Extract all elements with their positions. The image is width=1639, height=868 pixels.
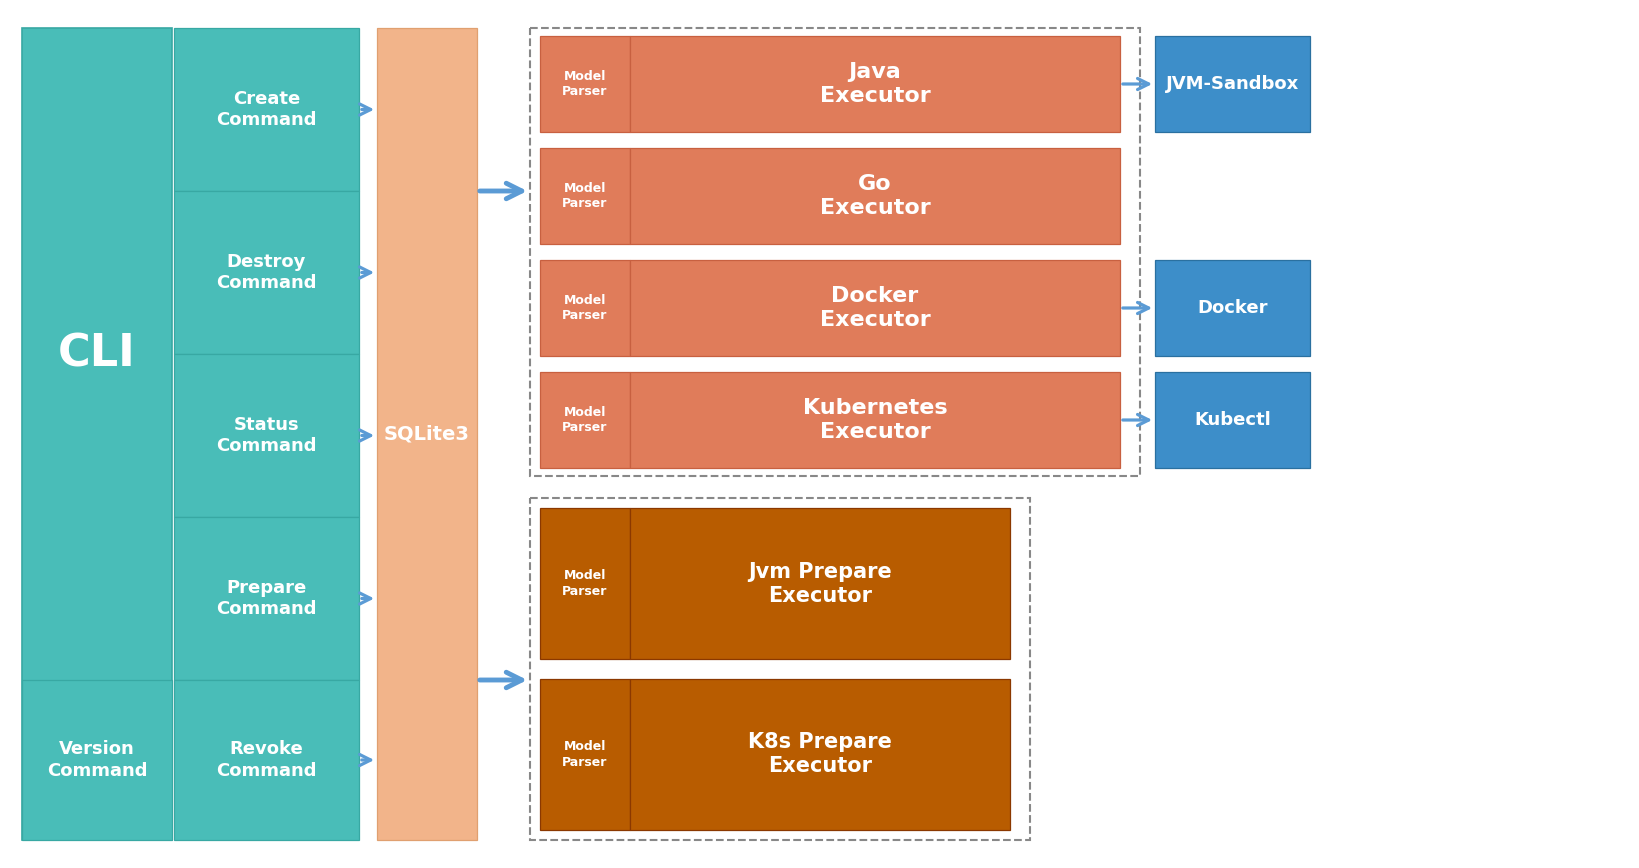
- Text: Model
Parser: Model Parser: [562, 740, 608, 769]
- Bar: [21, 680, 172, 840]
- Text: Jvm Prepare
Executor: Jvm Prepare Executor: [747, 562, 892, 606]
- Text: Prepare
Command: Prepare Command: [216, 579, 316, 618]
- Bar: [539, 148, 629, 244]
- Bar: [529, 498, 1029, 840]
- Text: Go
Executor: Go Executor: [820, 174, 929, 218]
- Bar: [1154, 372, 1310, 468]
- Bar: [539, 36, 629, 132]
- Text: Kubernetes
Executor: Kubernetes Executor: [801, 398, 947, 442]
- Text: JVM-Sandbox: JVM-Sandbox: [1165, 75, 1298, 93]
- Text: Model
Parser: Model Parser: [562, 405, 608, 434]
- Text: Model
Parser: Model Parser: [562, 69, 608, 98]
- Bar: [174, 28, 359, 191]
- Bar: [539, 679, 629, 830]
- Bar: [629, 508, 1010, 659]
- Bar: [539, 260, 629, 356]
- Bar: [1154, 260, 1310, 356]
- Text: Docker: Docker: [1196, 299, 1267, 317]
- Bar: [629, 679, 1010, 830]
- Text: Status
Command: Status Command: [216, 416, 316, 455]
- Bar: [174, 354, 359, 517]
- Text: Model
Parser: Model Parser: [562, 181, 608, 210]
- Bar: [539, 372, 629, 468]
- Text: Destroy
Command: Destroy Command: [216, 253, 316, 293]
- Text: Docker
Executor: Docker Executor: [820, 286, 929, 330]
- Bar: [629, 260, 1119, 356]
- Bar: [377, 28, 477, 840]
- Text: Version
Command: Version Command: [48, 740, 148, 779]
- Bar: [529, 28, 1139, 476]
- Text: Kubectl: Kubectl: [1193, 411, 1270, 429]
- Bar: [21, 28, 172, 840]
- Text: Java
Executor: Java Executor: [820, 62, 929, 106]
- Text: Model
Parser: Model Parser: [562, 569, 608, 598]
- Bar: [1154, 36, 1310, 132]
- Text: SQLite3: SQLite3: [384, 424, 470, 444]
- Bar: [174, 191, 359, 354]
- Bar: [539, 508, 629, 659]
- Bar: [629, 372, 1119, 468]
- Text: Create
Command: Create Command: [216, 89, 316, 129]
- Bar: [174, 517, 359, 680]
- Text: K8s Prepare
Executor: K8s Prepare Executor: [747, 733, 892, 777]
- Text: Model
Parser: Model Parser: [562, 293, 608, 322]
- Text: Revoke
Command: Revoke Command: [216, 740, 316, 779]
- Bar: [629, 36, 1119, 132]
- Bar: [174, 680, 359, 840]
- Bar: [629, 148, 1119, 244]
- Text: CLI: CLI: [57, 332, 136, 376]
